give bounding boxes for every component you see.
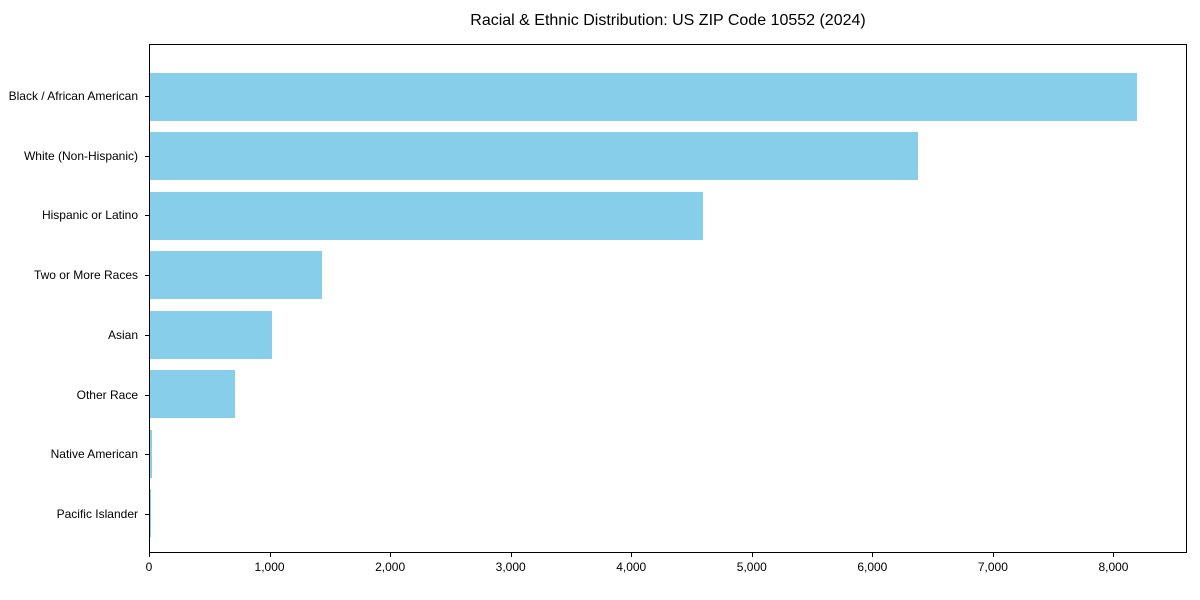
bar-row: [150, 186, 1186, 246]
bar-two-or-more-races: [150, 251, 323, 300]
y-tick-mark: [145, 95, 149, 97]
plot-area: [149, 44, 1187, 553]
y-tick-mark: [145, 514, 149, 516]
x-tick-label: 1,000: [254, 560, 285, 574]
x-tick-label: 6,000: [857, 560, 888, 574]
x-tick-label: 4,000: [616, 560, 647, 574]
x-tick-mark: [510, 553, 512, 557]
x-tick-mark: [149, 553, 150, 557]
bar-hispanic-or-latino: [150, 191, 704, 240]
y-tick-label: Black / African American: [8, 88, 138, 103]
x-tick-label: 2,000: [375, 560, 406, 574]
bar-pacific-islander: [150, 489, 151, 538]
x-tick-label: 7,000: [977, 560, 1008, 574]
bar-row: [150, 424, 1186, 484]
bar-asian: [150, 310, 272, 359]
y-tick-label: Two or More Races: [33, 268, 138, 283]
x-tick-mark: [992, 553, 994, 557]
y-tick-mark: [145, 334, 149, 336]
chart-title: Racial & Ethnic Distribution: US ZIP Cod…: [470, 12, 866, 29]
bar-row: [150, 484, 1186, 544]
y-tick-label: Hispanic or Latino: [41, 208, 138, 223]
bar-white-non-hispanic: [150, 132, 918, 181]
bar-rows-container: [150, 67, 1186, 543]
bar-row: [150, 305, 1186, 365]
x-tick-mark: [269, 553, 271, 557]
bar-row: [150, 246, 1186, 306]
y-tick-label: White (Non-Hispanic): [23, 148, 138, 163]
x-tick-label: 3,000: [495, 560, 526, 574]
y-tick-label: Native American: [50, 447, 138, 462]
x-tick-mark: [751, 553, 753, 557]
x-tick-label: 8,000: [1098, 560, 1129, 574]
x-tick-label: 5,000: [736, 560, 767, 574]
y-tick-label: Asian: [107, 327, 138, 342]
bar-native-american: [150, 429, 153, 478]
y-tick-label: Pacific Islander: [56, 507, 138, 522]
x-tick-label: 0: [145, 560, 153, 574]
bar-other-race: [150, 370, 235, 419]
x-tick-mark: [390, 553, 392, 557]
y-tick-mark: [145, 394, 149, 396]
bar-row: [150, 127, 1186, 187]
bar-black-african-american: [150, 72, 1137, 121]
y-tick-label: Other Race: [76, 387, 138, 402]
y-tick-mark: [145, 454, 149, 456]
bar-row: [150, 67, 1186, 127]
y-tick-mark: [145, 215, 149, 217]
x-tick-mark: [872, 553, 874, 557]
x-tick-mark: [631, 553, 633, 557]
y-tick-mark: [145, 275, 149, 277]
x-tick-mark: [1113, 553, 1115, 557]
bar-row: [150, 365, 1186, 425]
y-tick-mark: [145, 155, 149, 157]
